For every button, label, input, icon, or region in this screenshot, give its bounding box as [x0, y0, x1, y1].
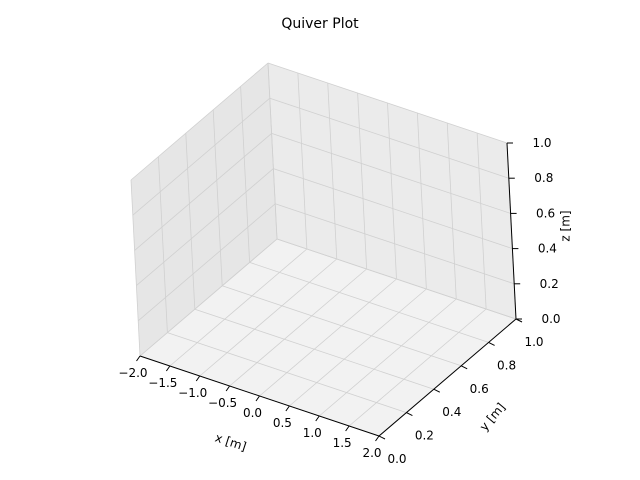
- ticks: −2.0−1.5−1.0−0.5 0.0 0.5 1.0 1.5 2.0 0.0 0.2 0.4…: [118, 136, 560, 466]
- grid-line-x-floor: [229, 268, 367, 387]
- grid-line-x-back: [387, 102, 397, 280]
- x-tick: [195, 375, 201, 382]
- grid-line-z-back: [273, 168, 513, 249]
- y-tick: [378, 435, 386, 440]
- grid-line-x-floor: [318, 298, 457, 417]
- grid-line-x-back: [446, 122, 457, 300]
- y-tick: [460, 365, 468, 370]
- grid-line-x-floor: [348, 308, 487, 427]
- x-tick-label: −2.0: [118, 366, 147, 380]
- grid-line-x-floor: [259, 278, 397, 397]
- y-tick: [406, 412, 413, 417]
- grid-line-x-back: [416, 112, 427, 290]
- x-tick: [225, 385, 231, 392]
- y-axis-line: [378, 318, 517, 437]
- x-tick-label: −1.5: [148, 376, 177, 390]
- grid-line-z-back: [267, 62, 508, 144]
- grid-line-z-back: [275, 203, 515, 285]
- grid-line-x-floor: [199, 258, 338, 377]
- grid-line-y-left: [185, 133, 196, 310]
- grid-line-y-left: [240, 86, 250, 263]
- grid-line-z-left: [137, 203, 276, 322]
- grid-line-z-back: [276, 238, 517, 320]
- grid-line-z-left: [136, 168, 274, 286]
- z-tick-label: 1.0: [532, 136, 551, 150]
- x-tick: [345, 425, 350, 432]
- y-tick-label: 0.4: [442, 405, 461, 419]
- grid-line-z-back: [269, 97, 509, 179]
- grid-line-z-back: [271, 133, 511, 214]
- grid-line-y-left: [267, 62, 278, 240]
- z-tick-label: 0.6: [536, 206, 555, 220]
- y-axis-label: y [m]: [477, 400, 508, 433]
- z-tick-label: 0.0: [541, 312, 560, 326]
- grid-line-x-floor: [289, 288, 427, 407]
- grid-line-y-floor: [167, 332, 407, 413]
- grid-line-x-back: [327, 82, 338, 260]
- z-tick-label: 0.8: [534, 171, 553, 185]
- grid-line-y-left: [158, 156, 168, 333]
- grid-line-z-left: [139, 238, 278, 357]
- grid-line-z-left: [132, 97, 271, 216]
- y-tick: [433, 388, 441, 393]
- grid-line-y-floor: [194, 308, 434, 390]
- y-tick-label: 0.2: [415, 429, 434, 443]
- x-tick-label: 1.5: [333, 436, 352, 450]
- grid-line-x-floor: [169, 248, 308, 367]
- x-tick-label: −0.5: [208, 396, 237, 410]
- x-tick-label: 0.5: [273, 416, 292, 430]
- chart-title: Quiver Plot: [281, 16, 359, 32]
- y-tick-label: 0.8: [497, 358, 516, 372]
- x-axis-label: x [m]: [213, 431, 248, 454]
- x-tick-label: 0.0: [243, 406, 262, 420]
- y-tick-label: 1.0: [524, 335, 543, 349]
- x-tick-label: 1.0: [303, 426, 322, 440]
- grid-line-y-left: [212, 109, 223, 286]
- x-tick: [255, 395, 260, 402]
- grid-line-z-left: [130, 62, 269, 181]
- x-tick-label: 2.0: [362, 446, 381, 460]
- grid-line-x-back: [357, 92, 368, 270]
- x-tick: [165, 365, 171, 372]
- z-tick-label: 0.2: [540, 277, 559, 291]
- x-tick: [375, 435, 380, 442]
- grid-line-y-left: [130, 179, 141, 357]
- y-tick-label: 0.0: [387, 452, 406, 466]
- grid-line-y-floor: [222, 285, 462, 367]
- panes: [131, 63, 516, 436]
- grid-line-x-back: [297, 72, 308, 250]
- x-tick: [285, 405, 290, 412]
- grid-line-y-floor: [249, 262, 489, 343]
- left-pane: [131, 63, 277, 356]
- y-tick-label: 0.6: [470, 382, 489, 396]
- z-axis-label: z [m]: [559, 210, 573, 241]
- grid-line-x-back: [476, 132, 487, 310]
- z-axis-line: [506, 142, 517, 320]
- grid-line-z-left: [134, 133, 272, 251]
- x-tick-label: −1.0: [178, 386, 207, 400]
- x-tick: [315, 415, 320, 422]
- z-tick-label: 0.4: [538, 242, 557, 256]
- y-tick: [488, 341, 495, 346]
- x-tick: [136, 355, 141, 362]
